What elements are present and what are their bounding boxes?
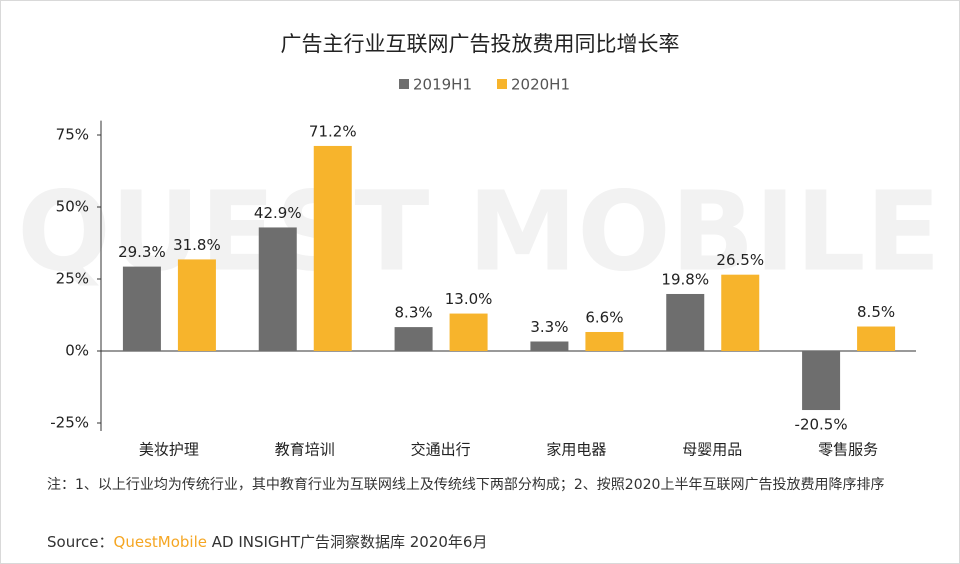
x-tick-label: 零售服务 — [818, 441, 878, 459]
x-tick-label: 母婴用品 — [682, 441, 742, 459]
value-label: 31.8% — [173, 236, 221, 254]
value-label: 71.2% — [309, 122, 357, 140]
source-label: Source： — [47, 533, 114, 551]
value-label: 8.3% — [395, 304, 433, 322]
bar — [857, 326, 896, 351]
value-label: 6.6% — [585, 308, 623, 326]
bar — [122, 266, 161, 351]
bar — [666, 293, 705, 351]
value-label: 3.3% — [530, 318, 568, 336]
bar — [721, 274, 760, 351]
chart: QUEST MOBILE 广告主行业互联网广告投放费用同比增长率 -25% 0% 2… — [17, 32, 941, 459]
bar — [530, 341, 569, 351]
bar — [394, 327, 433, 351]
legend-label: 2019H1 — [413, 76, 472, 94]
legend-label: 2020H1 — [511, 76, 570, 94]
source-brand: QuestMobile — [113, 533, 207, 551]
value-label: -20.5% — [795, 416, 848, 434]
value-label: 13.0% — [445, 290, 493, 308]
legend-swatch — [497, 79, 507, 89]
legend-swatch — [399, 79, 409, 89]
chart-title: 广告主行业互联网广告投放费用同比增长率 — [281, 32, 680, 56]
value-label: 26.5% — [716, 251, 764, 269]
value-label: 29.3% — [118, 243, 166, 261]
x-tick-label: 交通出行 — [411, 441, 471, 459]
x-tick-label: 美妆护理 — [139, 441, 199, 459]
bar — [177, 259, 216, 351]
bar — [258, 227, 297, 351]
source-text: AD INSIGHT广告洞察数据库 2020年6月 — [206, 533, 488, 551]
value-label: 19.8% — [661, 270, 709, 288]
value-label: 8.5% — [857, 303, 895, 321]
bar — [313, 145, 352, 351]
value-label: 42.9% — [254, 204, 302, 222]
y-tick-label: 0% — [65, 342, 89, 360]
y-tick-label: -25% — [50, 414, 89, 432]
bar — [585, 331, 624, 351]
y-tick-label: 25% — [56, 270, 89, 288]
watermark: QUEST MOBILE — [17, 167, 941, 295]
source: Source：QuestMobile AD INSIGHT广告洞察数据库 202… — [47, 531, 487, 552]
note: 注：1、以上行业均为传统行业，其中教育行业为互联网线上及传统线下两部分构成；2、… — [47, 477, 885, 493]
x-tick-label: 教育培训 — [275, 441, 335, 459]
y-tick-label: 50% — [56, 198, 89, 216]
bar — [449, 313, 488, 351]
y-tick-label: 75% — [56, 126, 89, 144]
x-tick-label: 家用电器 — [546, 441, 606, 459]
bar — [802, 351, 841, 411]
